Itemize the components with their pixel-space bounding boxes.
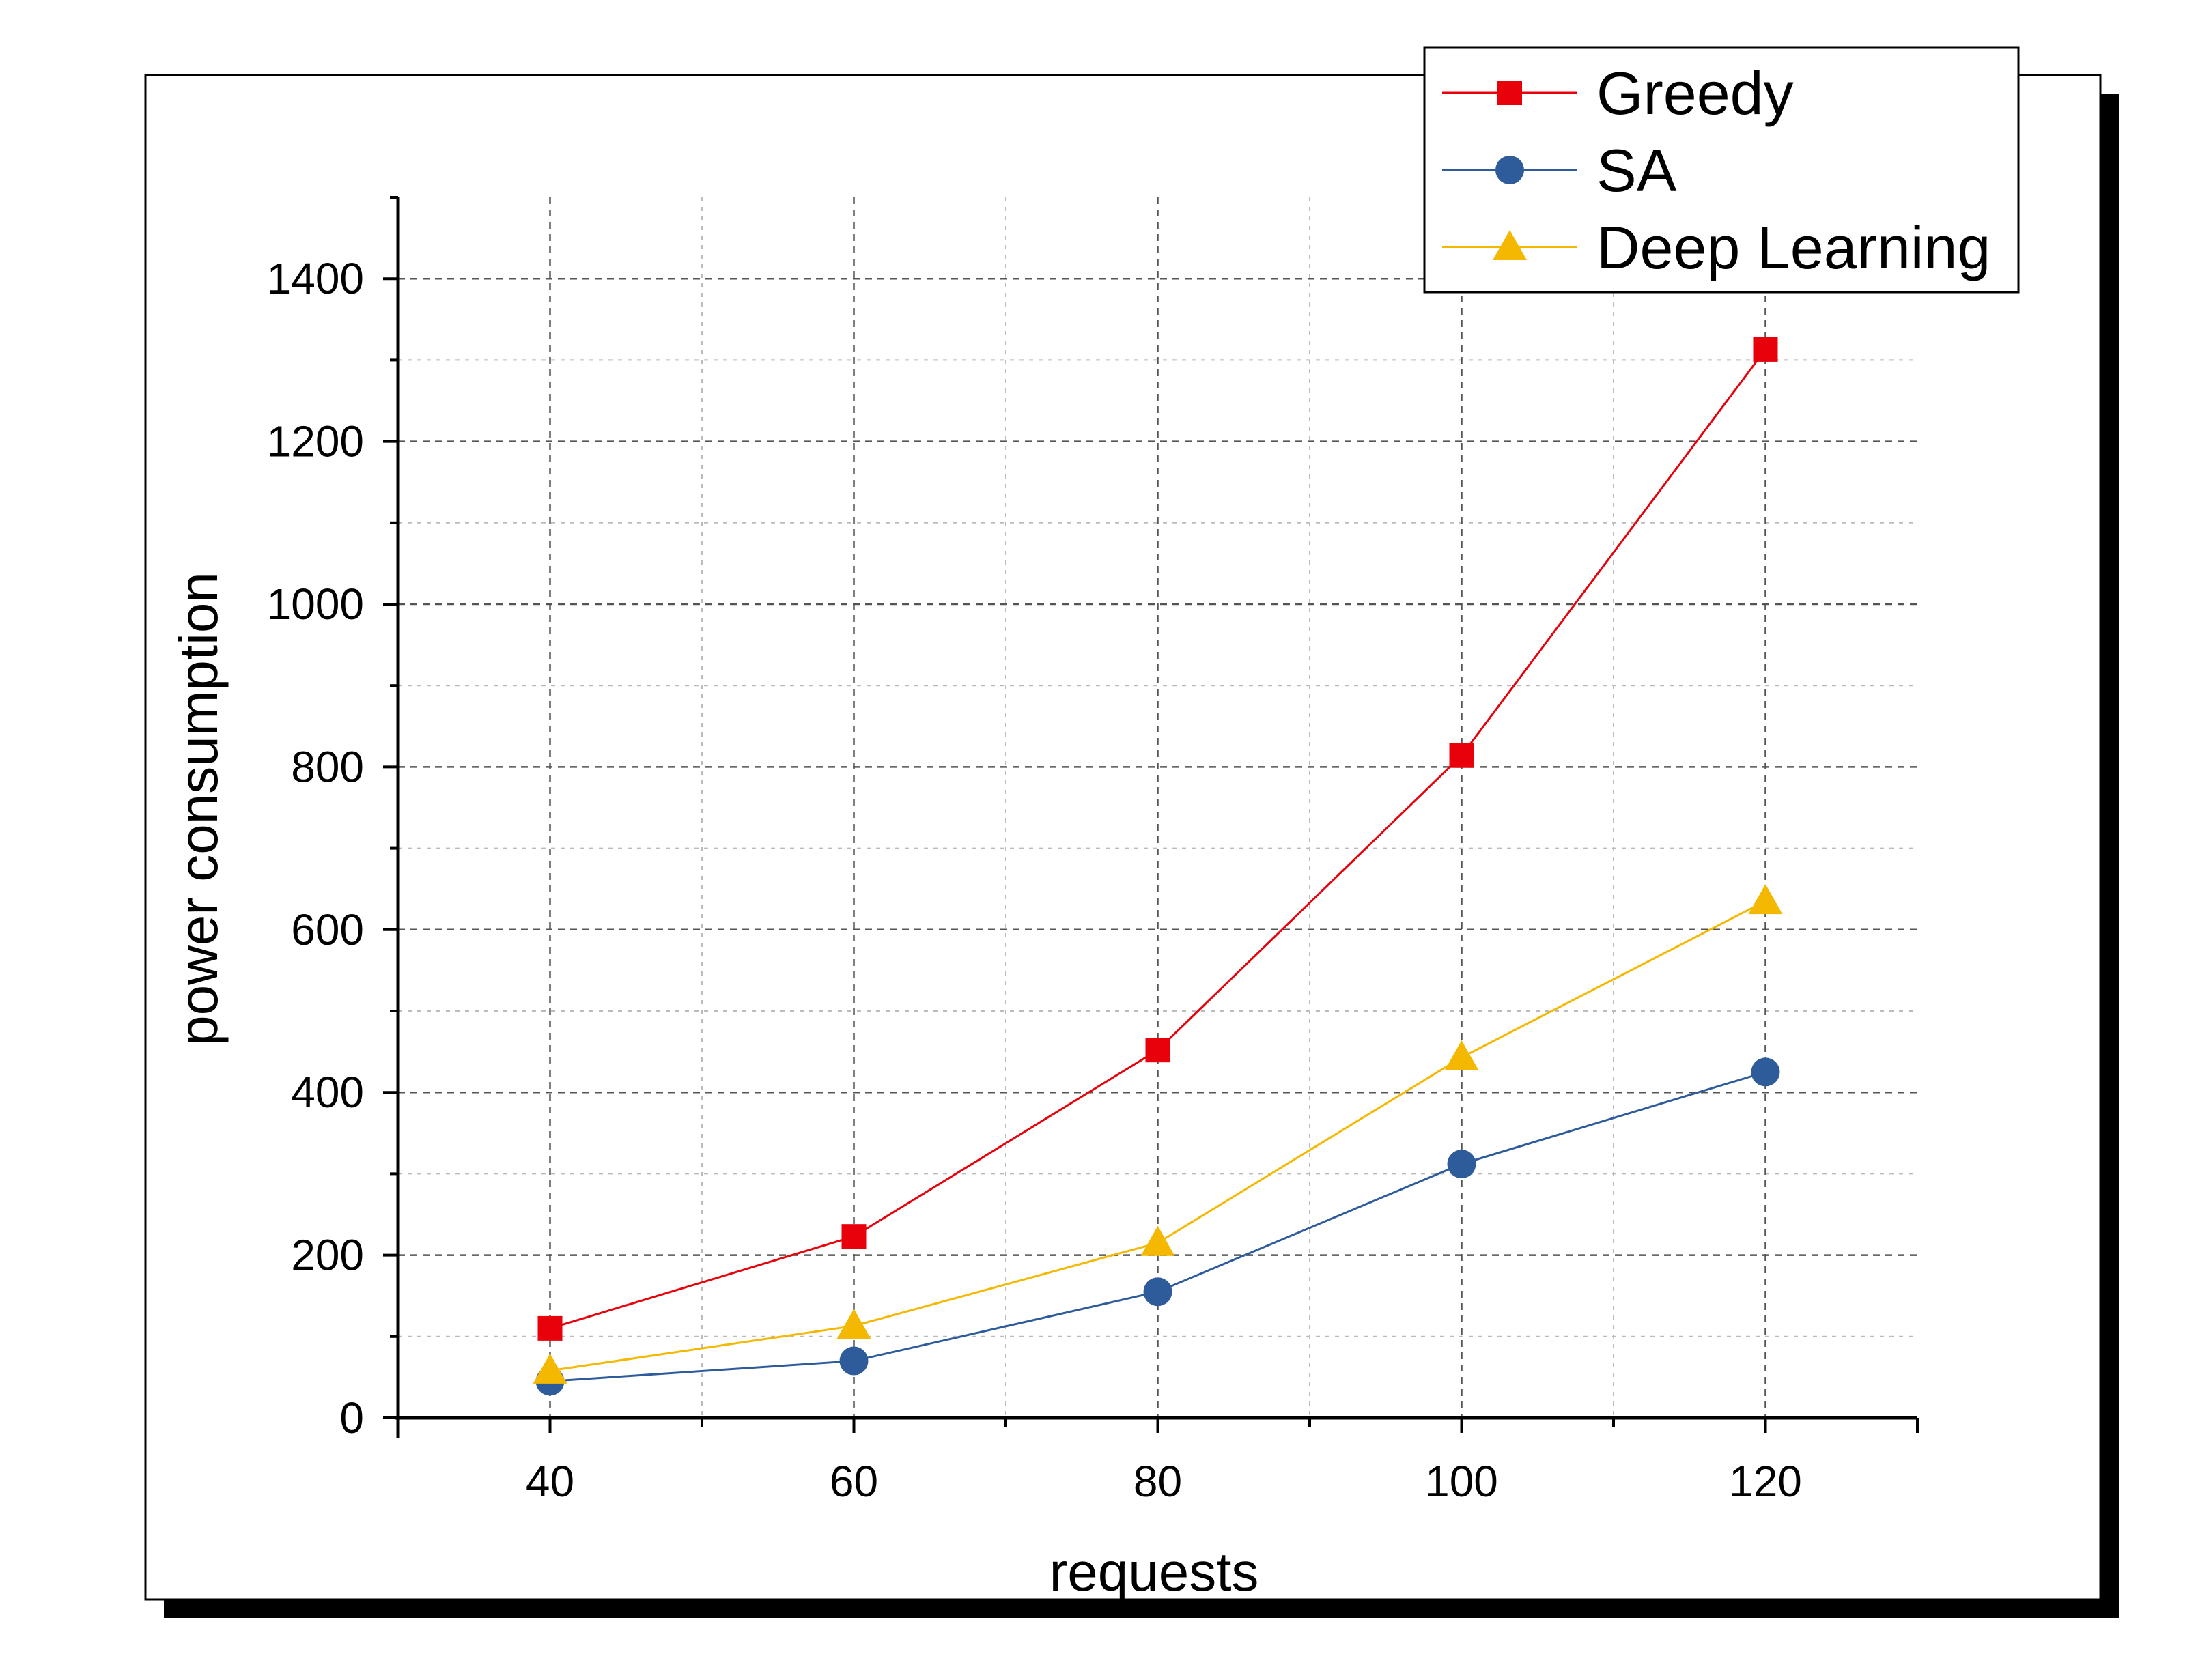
x-tick-label: 40 <box>526 1457 574 1506</box>
legend-label: Deep Learning <box>1596 214 1990 281</box>
data-point <box>1748 884 1783 915</box>
y-tick-label: 0 <box>339 1393 364 1442</box>
legend-marker <box>1495 156 1524 184</box>
x-axis-title: requests <box>1050 1541 1259 1602</box>
data-point <box>1753 337 1778 362</box>
data-point <box>1140 1225 1175 1256</box>
y-tick-label: 1000 <box>267 580 364 629</box>
legend-marker <box>1493 230 1527 260</box>
y-ticks: 0 200 400 600 800 1000 1200 1400 <box>267 196 398 1442</box>
data-point <box>1444 1040 1479 1070</box>
data-point <box>533 1353 567 1384</box>
data-point <box>1447 1150 1476 1179</box>
data-point <box>1449 743 1474 768</box>
x-tick-label: 80 <box>1134 1457 1182 1506</box>
data-point <box>841 1224 867 1249</box>
data-point <box>1751 1057 1780 1087</box>
legend-label: Greedy <box>1596 59 1794 127</box>
y-tick-label: 1400 <box>267 254 364 303</box>
data-point <box>836 1309 871 1339</box>
data-point <box>1143 1277 1172 1307</box>
y-tick-label: 400 <box>291 1068 364 1117</box>
data-point <box>1145 1038 1170 1063</box>
x-tick-label: 120 <box>1729 1457 1802 1506</box>
legend-label: SA <box>1596 137 1677 204</box>
y-tick-label: 200 <box>291 1231 364 1280</box>
frame <box>144 74 2102 1601</box>
x-tick-label: 60 <box>830 1457 878 1506</box>
legend-marker <box>1497 81 1522 105</box>
x-ticks: 40 60 80 100 120 <box>526 1418 1919 1506</box>
x-tick-label: 100 <box>1425 1457 1498 1506</box>
y-tick-label: 600 <box>291 905 364 954</box>
data-point <box>537 1315 563 1341</box>
y-axis-title: power consumption <box>168 572 229 1046</box>
legend: Greedy SA Deep Learning <box>1423 46 2020 294</box>
y-tick-label: 1200 <box>267 417 364 466</box>
y-tick-label: 800 <box>291 742 364 791</box>
series-layer <box>533 337 1783 1396</box>
data-point <box>839 1346 869 1376</box>
